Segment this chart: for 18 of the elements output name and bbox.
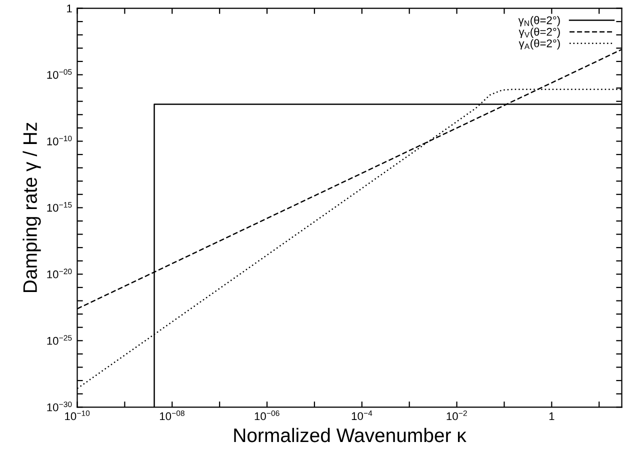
- legend-label: γ$_{A}$(θ=2°): [518, 39, 560, 50]
- x-tick-label: 1: [549, 412, 554, 420]
- legend-label: γ$_{N}$(θ=2°): [518, 16, 560, 26]
- x-tick-label: 10$^{−10}$: [65, 410, 90, 420]
- x-tick-label: 10$^{−08}$: [160, 410, 184, 420]
- y-tick-label: 10$^{−30}$: [47, 402, 72, 412]
- y-tick-label: 10$^{−25}$: [47, 335, 72, 345]
- y-axis-title: Damping rate γ / Hz: [22, 122, 41, 292]
- x-tick-label: 10$^{−06}$: [254, 410, 280, 420]
- x-axis-title: Normalized Wavenumber κ: [234, 428, 466, 442]
- legend-label: γ$_{V}$(θ=2°): [518, 28, 560, 38]
- x-tick-label: 10$^{−2}$: [446, 410, 467, 420]
- y-tick-label: 10$^{−15}$: [47, 202, 72, 212]
- y-tick-label: 1: [67, 4, 72, 12]
- y-tick-label: 10$^{−10}$: [47, 136, 72, 146]
- x-tick-label: 10$^{−4}$: [352, 410, 372, 420]
- y-tick-label: 10$^{−20}$: [47, 268, 72, 278]
- y-tick-label: 10$^{−05}$: [47, 69, 72, 79]
